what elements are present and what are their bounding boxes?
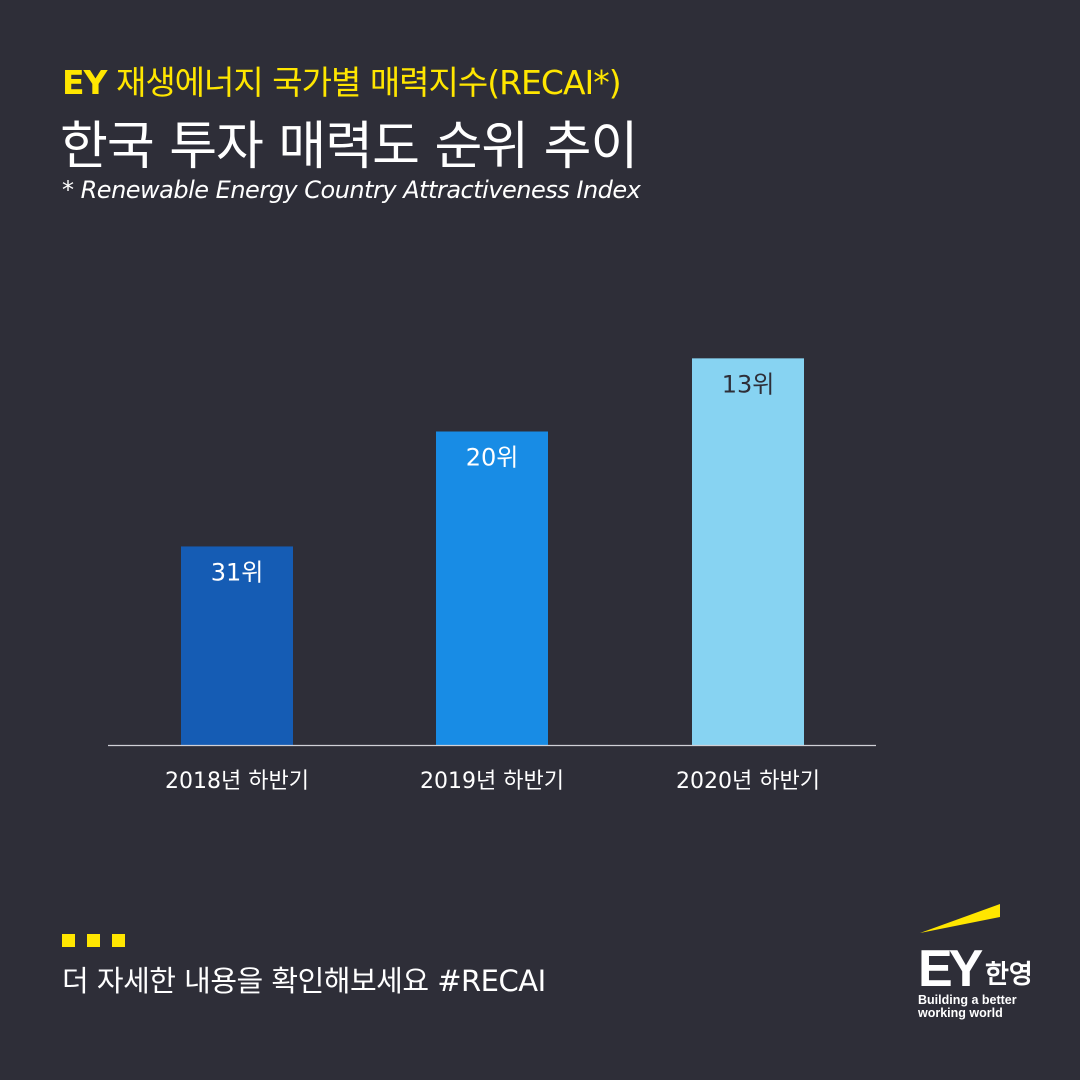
- data-label: 13위: [722, 370, 775, 398]
- data-label: 31위: [211, 558, 264, 586]
- logo-tagline: Building a better working world: [918, 994, 1017, 1020]
- bar: [692, 358, 804, 745]
- bar: [436, 431, 548, 745]
- footnote: * Renewable Energy Country Attractivenes…: [62, 176, 641, 204]
- x-tick-label: 2019년 하반기: [420, 769, 564, 794]
- page-title: 한국 투자 매력도 순위 추이: [60, 117, 638, 177]
- logo-korean: 한영: [985, 960, 1033, 990]
- kicker-brand: EY: [62, 63, 107, 102]
- bar: [181, 546, 293, 745]
- tagline-line-1: Building a better: [918, 993, 1017, 1007]
- ey-mark: EY: [918, 940, 983, 998]
- ey-logo: EY: [918, 904, 1000, 998]
- x-tick-label: 2018년 하반기: [165, 769, 309, 794]
- ey-beam-icon: [920, 904, 1000, 933]
- data-label: 20위: [466, 444, 519, 472]
- x-tick-label: 2020년 하반기: [676, 769, 820, 794]
- tagline-line-2: working world: [918, 1006, 1003, 1020]
- footer-cta: 더 자세한 내용을 확인해보세요 #RECAI: [62, 964, 546, 998]
- ellipsis-dots-icon: [62, 932, 137, 951]
- kicker-text: 재생에너지 국가별 매력지수(RECAI*): [115, 63, 622, 102]
- kicker: EY 재생에너지 국가별 매력지수(RECAI*): [62, 56, 622, 104]
